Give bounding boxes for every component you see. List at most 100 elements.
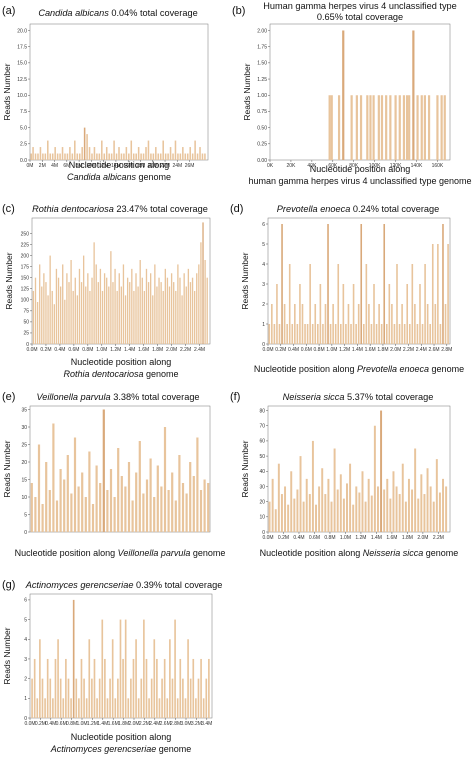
bar	[401, 463, 404, 532]
bar	[152, 295, 154, 344]
x-tick-label: 2.2M	[403, 347, 414, 353]
x-tick-label: 3.0M	[180, 721, 191, 727]
x-tick-label: 1.8M	[118, 721, 129, 727]
x-tick-label: 1.2M	[355, 535, 366, 541]
bar	[97, 282, 99, 344]
bar	[306, 324, 309, 344]
bar	[116, 290, 118, 344]
bar	[359, 95, 363, 160]
bar	[109, 678, 111, 718]
bar	[355, 486, 358, 532]
x-tick-label: 16M	[123, 163, 133, 169]
bar	[311, 440, 314, 532]
bar	[108, 286, 110, 344]
bar	[411, 264, 414, 344]
bar	[435, 459, 438, 532]
bar	[437, 244, 439, 344]
x-tick-label: 0.2M	[278, 535, 289, 541]
bar	[106, 698, 109, 718]
bar	[393, 324, 396, 344]
x-tick-label: 0.8M	[66, 721, 77, 727]
bar	[396, 264, 398, 344]
bar	[30, 153, 33, 160]
x-axis-label-line2-part: genome	[144, 369, 179, 379]
bar	[135, 639, 137, 718]
bar	[360, 224, 363, 344]
bar	[117, 678, 119, 718]
y-tick-label: 50	[23, 320, 29, 326]
bar	[122, 658, 124, 718]
y-axis-label: Reads Number	[4, 252, 14, 309]
bar	[283, 304, 286, 344]
x-tick-label: 2.4M	[149, 721, 160, 727]
bar	[366, 95, 369, 160]
bar	[153, 639, 156, 718]
x-axis-label-part: Nucleotide position along	[69, 160, 170, 170]
bar	[171, 678, 174, 718]
bar	[81, 472, 84, 532]
y-tick-label: 0	[262, 530, 265, 536]
x-tick-label: 1.6M	[138, 347, 149, 353]
bar	[182, 147, 184, 160]
bar	[65, 658, 67, 718]
bar	[277, 463, 280, 532]
x-axis-label-line2: Rothia dentocariosa genome	[63, 369, 178, 379]
x-tick-label: 0.2M	[35, 721, 46, 727]
x-tick-label: 80K	[349, 163, 359, 169]
bar	[140, 678, 143, 718]
x-tick-label: 0.4M	[288, 347, 299, 353]
bar	[155, 147, 157, 160]
y-tick-label: 0.75	[257, 109, 267, 115]
x-tick-label: 24M	[172, 163, 182, 169]
bar	[55, 500, 59, 532]
bar	[78, 153, 81, 160]
chart-title-part: Veillonella parvula	[36, 392, 110, 402]
bar	[414, 304, 416, 344]
bar	[416, 95, 419, 160]
bar	[156, 658, 158, 718]
bar	[337, 264, 340, 344]
bar	[80, 658, 83, 718]
bar	[44, 153, 47, 160]
x-axis-label-part: Nucleotide position along	[15, 548, 118, 558]
bar	[174, 500, 177, 532]
bar	[175, 290, 177, 344]
y-tick-label: 200	[21, 253, 30, 259]
chart-title: Human gamma herpes virus 4 unclassified …	[263, 1, 457, 11]
bar	[93, 147, 96, 160]
bar	[51, 153, 54, 160]
bar	[110, 251, 112, 344]
bar	[30, 483, 33, 532]
bar	[104, 658, 106, 718]
x-tick-label: 26M	[185, 163, 195, 169]
bar	[70, 260, 72, 344]
bar	[361, 471, 364, 532]
y-tick-label: 5.0	[20, 125, 27, 131]
bar	[149, 458, 152, 532]
x-tick-label: 0.4M	[293, 535, 304, 541]
bar	[49, 255, 51, 344]
bar	[89, 290, 91, 344]
bar	[39, 147, 42, 160]
bar	[419, 284, 421, 344]
x-axis-label: Nucleotide position along	[69, 160, 170, 170]
bar	[191, 153, 194, 160]
bar	[83, 678, 85, 718]
chart-title: Actinomyces gerencseriae 0.39% total cov…	[25, 580, 223, 590]
x-tick-label: 0.2M	[40, 347, 51, 353]
bar	[64, 153, 66, 160]
bar	[404, 501, 407, 532]
bar	[200, 242, 202, 344]
bar	[187, 268, 190, 344]
x-tick-label: 1.8M	[152, 347, 163, 353]
y-tick-label: 1	[262, 322, 265, 328]
bar	[53, 304, 55, 344]
y-tick-label: 50	[259, 454, 265, 460]
x-tick-label: 0.4M	[45, 721, 56, 727]
bar	[95, 264, 97, 344]
bar	[48, 490, 51, 532]
x-tick-label: 1.8M	[402, 535, 413, 541]
y-tick-label: 125	[21, 287, 30, 293]
bar	[139, 260, 141, 344]
bar	[93, 658, 96, 718]
